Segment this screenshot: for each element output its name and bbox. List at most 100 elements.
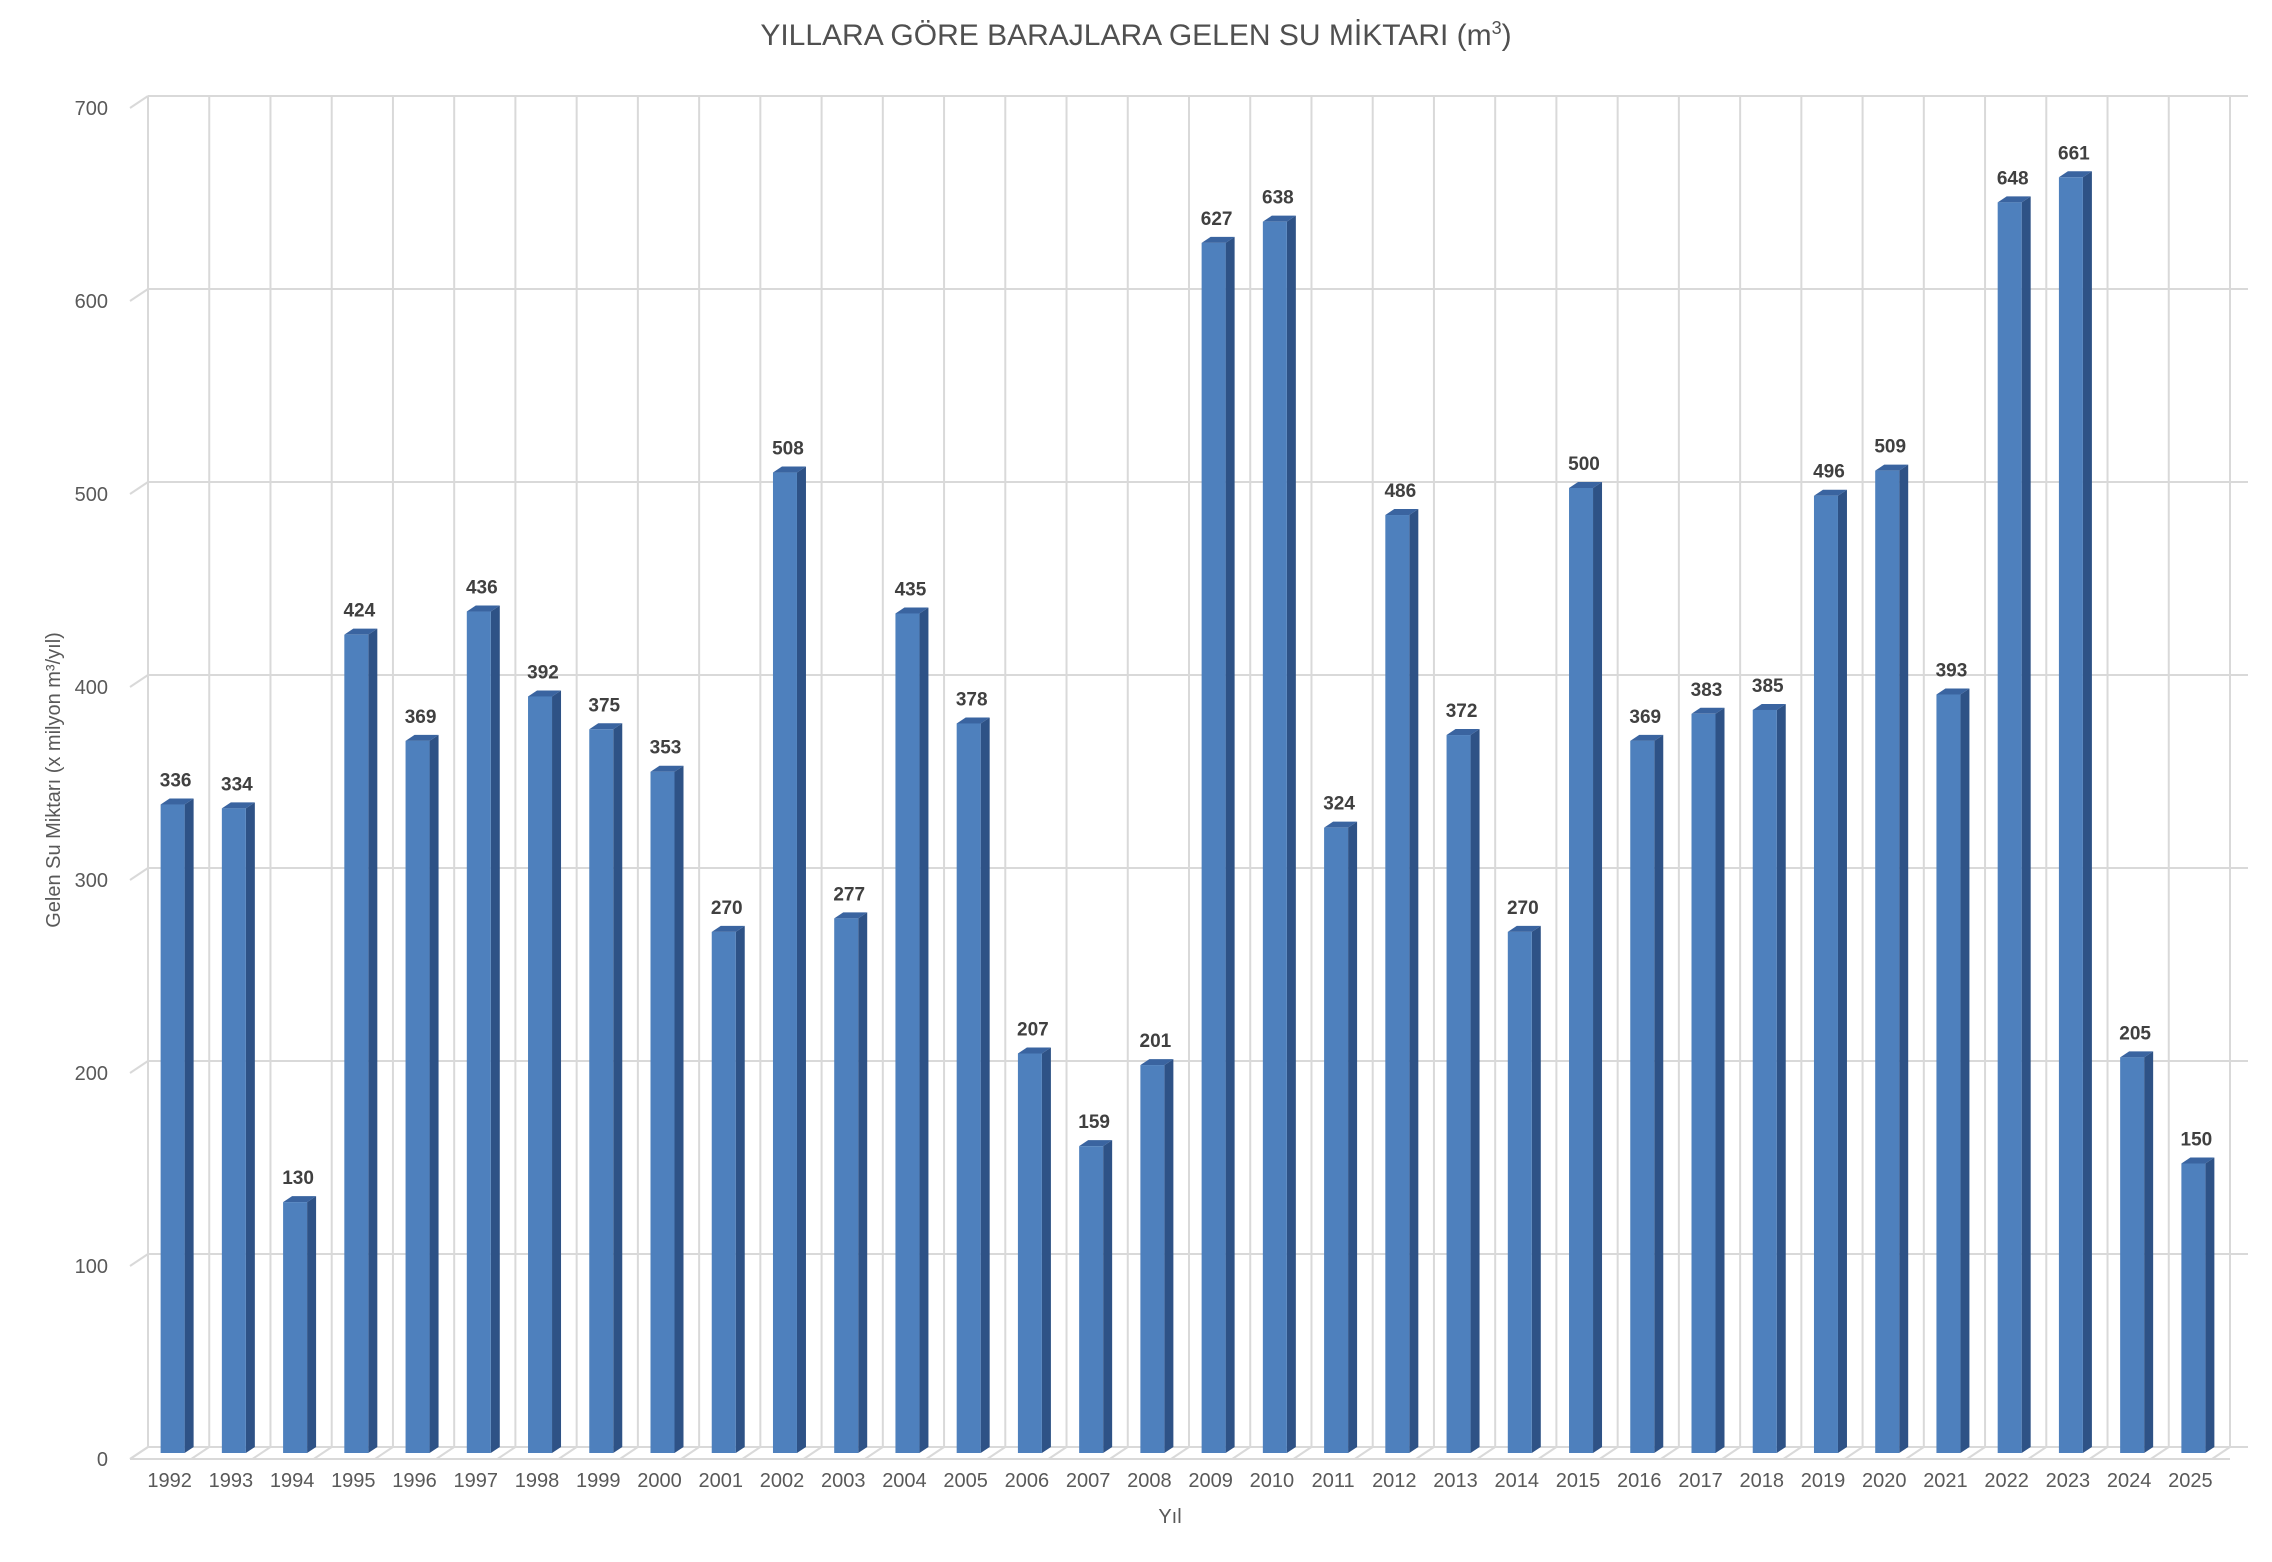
floor-diag [313,1446,333,1460]
bar-front [895,613,920,1453]
x-tick-label: 1993 [209,1470,254,1492]
floor-diag [129,1446,149,1460]
bar-side [735,925,745,1453]
bar-2002 [772,466,806,1453]
bar-side [490,605,500,1453]
gridline-diag [129,95,149,109]
data-label: 201 [1140,1031,1172,1052]
data-label: 336 [160,771,192,792]
bar-2021 [1936,688,1970,1453]
bar-side [1837,489,1847,1454]
bar-front [2181,1163,2206,1453]
bar-2007 [1079,1140,1113,1453]
data-label: 159 [1078,1112,1110,1133]
data-label: 508 [772,439,804,460]
bar-top [589,723,623,730]
data-label: 385 [1752,676,1784,697]
y-tick-label: 400 [75,677,108,699]
floor-diag [1782,1446,1802,1460]
bar-2016 [1630,734,1664,1453]
floor-diag [190,1446,210,1460]
gridline-diag [129,1060,149,1074]
bar-front [1936,694,1961,1453]
x-tick-label: 1995 [331,1470,376,1492]
x-tick-label: 1996 [392,1470,437,1492]
floor-diag [1047,1446,1068,1460]
chart-title-suffix: ) [1501,19,1512,52]
bar-top [834,912,868,919]
data-label: 424 [343,601,375,622]
bar-front [1140,1065,1165,1453]
floor-diag [1660,1446,1680,1460]
bar-side [1286,215,1296,1453]
bar-top [1997,196,2031,203]
bar-top [466,605,500,612]
bar-side [1899,464,1909,1453]
bars: 336 334 130 424 369 436 392 375 353 270 508 277 435 3… [160,143,2215,1454]
bar-2009 [1201,236,1235,1453]
bar-front [834,918,859,1453]
bar-2015 [1569,482,1603,1453]
bar-front [772,472,797,1453]
chart-title-text: YILLARA GÖRE BARAJLARA GELEN SU MİKTARI … [760,19,1492,52]
x-tick-label: 1997 [454,1470,499,1492]
x-tick-label: 2012 [1372,1470,1417,1492]
floor-diag [680,1446,700,1460]
bar-front [1752,709,1777,1453]
y-tick-label: 200 [75,1063,108,1085]
bar-front [2120,1057,2145,1453]
bar-2001 [711,925,745,1453]
bar-front [283,1202,308,1453]
data-label: 648 [1997,168,2029,189]
bar-front [1630,740,1655,1453]
bar-side [1041,1047,1051,1453]
data-label: 393 [1936,661,1968,682]
gridline-diag [129,481,149,495]
y-axis-label: Gelen Su Miktarı (x milyon m³/yıl) [43,632,65,928]
floor-diag [1354,1446,1374,1460]
bar-1994 [283,1196,317,1453]
bar-top [1569,482,1603,488]
bar-side [1164,1059,1174,1453]
data-label: 436 [466,578,498,599]
bar-top [1140,1059,1174,1066]
x-axis-label: Yıl [1158,1506,1181,1528]
x-tick-label: 2001 [698,1470,743,1492]
bar-2024 [2120,1051,2154,1453]
bar-2017 [1691,707,1725,1453]
floor-diag [1966,1446,1986,1460]
x-tick-label: 1994 [270,1470,315,1492]
bar-1996 [405,734,439,1453]
bar-top [1875,464,1909,471]
bar-1999 [589,723,623,1453]
x-tick-label: 1999 [576,1470,621,1492]
bar-side [1593,482,1603,1453]
bar-top [895,607,929,614]
data-label: 383 [1691,680,1723,701]
data-label: 435 [895,579,927,600]
x-tick-label: 2023 [2046,1470,2091,1492]
bar-2000 [650,765,684,1453]
bar-front [956,723,981,1453]
bar-side [2082,171,2092,1453]
bar-top [1507,925,1541,932]
y-tick-label: 700 [75,98,108,120]
data-label: 130 [282,1168,314,1189]
floor-diag [1476,1446,1496,1460]
bar-front [1262,221,1287,1453]
bar-top [2058,171,2092,178]
x-tick-label: 2016 [1617,1470,1662,1492]
floor-diag [1292,1446,1313,1460]
data-label: 353 [650,738,682,759]
bar-side [1531,925,1541,1453]
x-tick-label: 2008 [1127,1470,1172,1492]
gridline-diag [129,867,149,881]
x-tick-label: 2025 [2168,1470,2213,1492]
bar-front [160,804,185,1453]
bar-side [2205,1157,2215,1453]
data-label: 324 [1323,794,1355,815]
bar-2025 [2181,1157,2215,1453]
x-tick-label: 1992 [147,1470,192,1492]
x-tick-label: 2006 [1005,1470,1050,1492]
